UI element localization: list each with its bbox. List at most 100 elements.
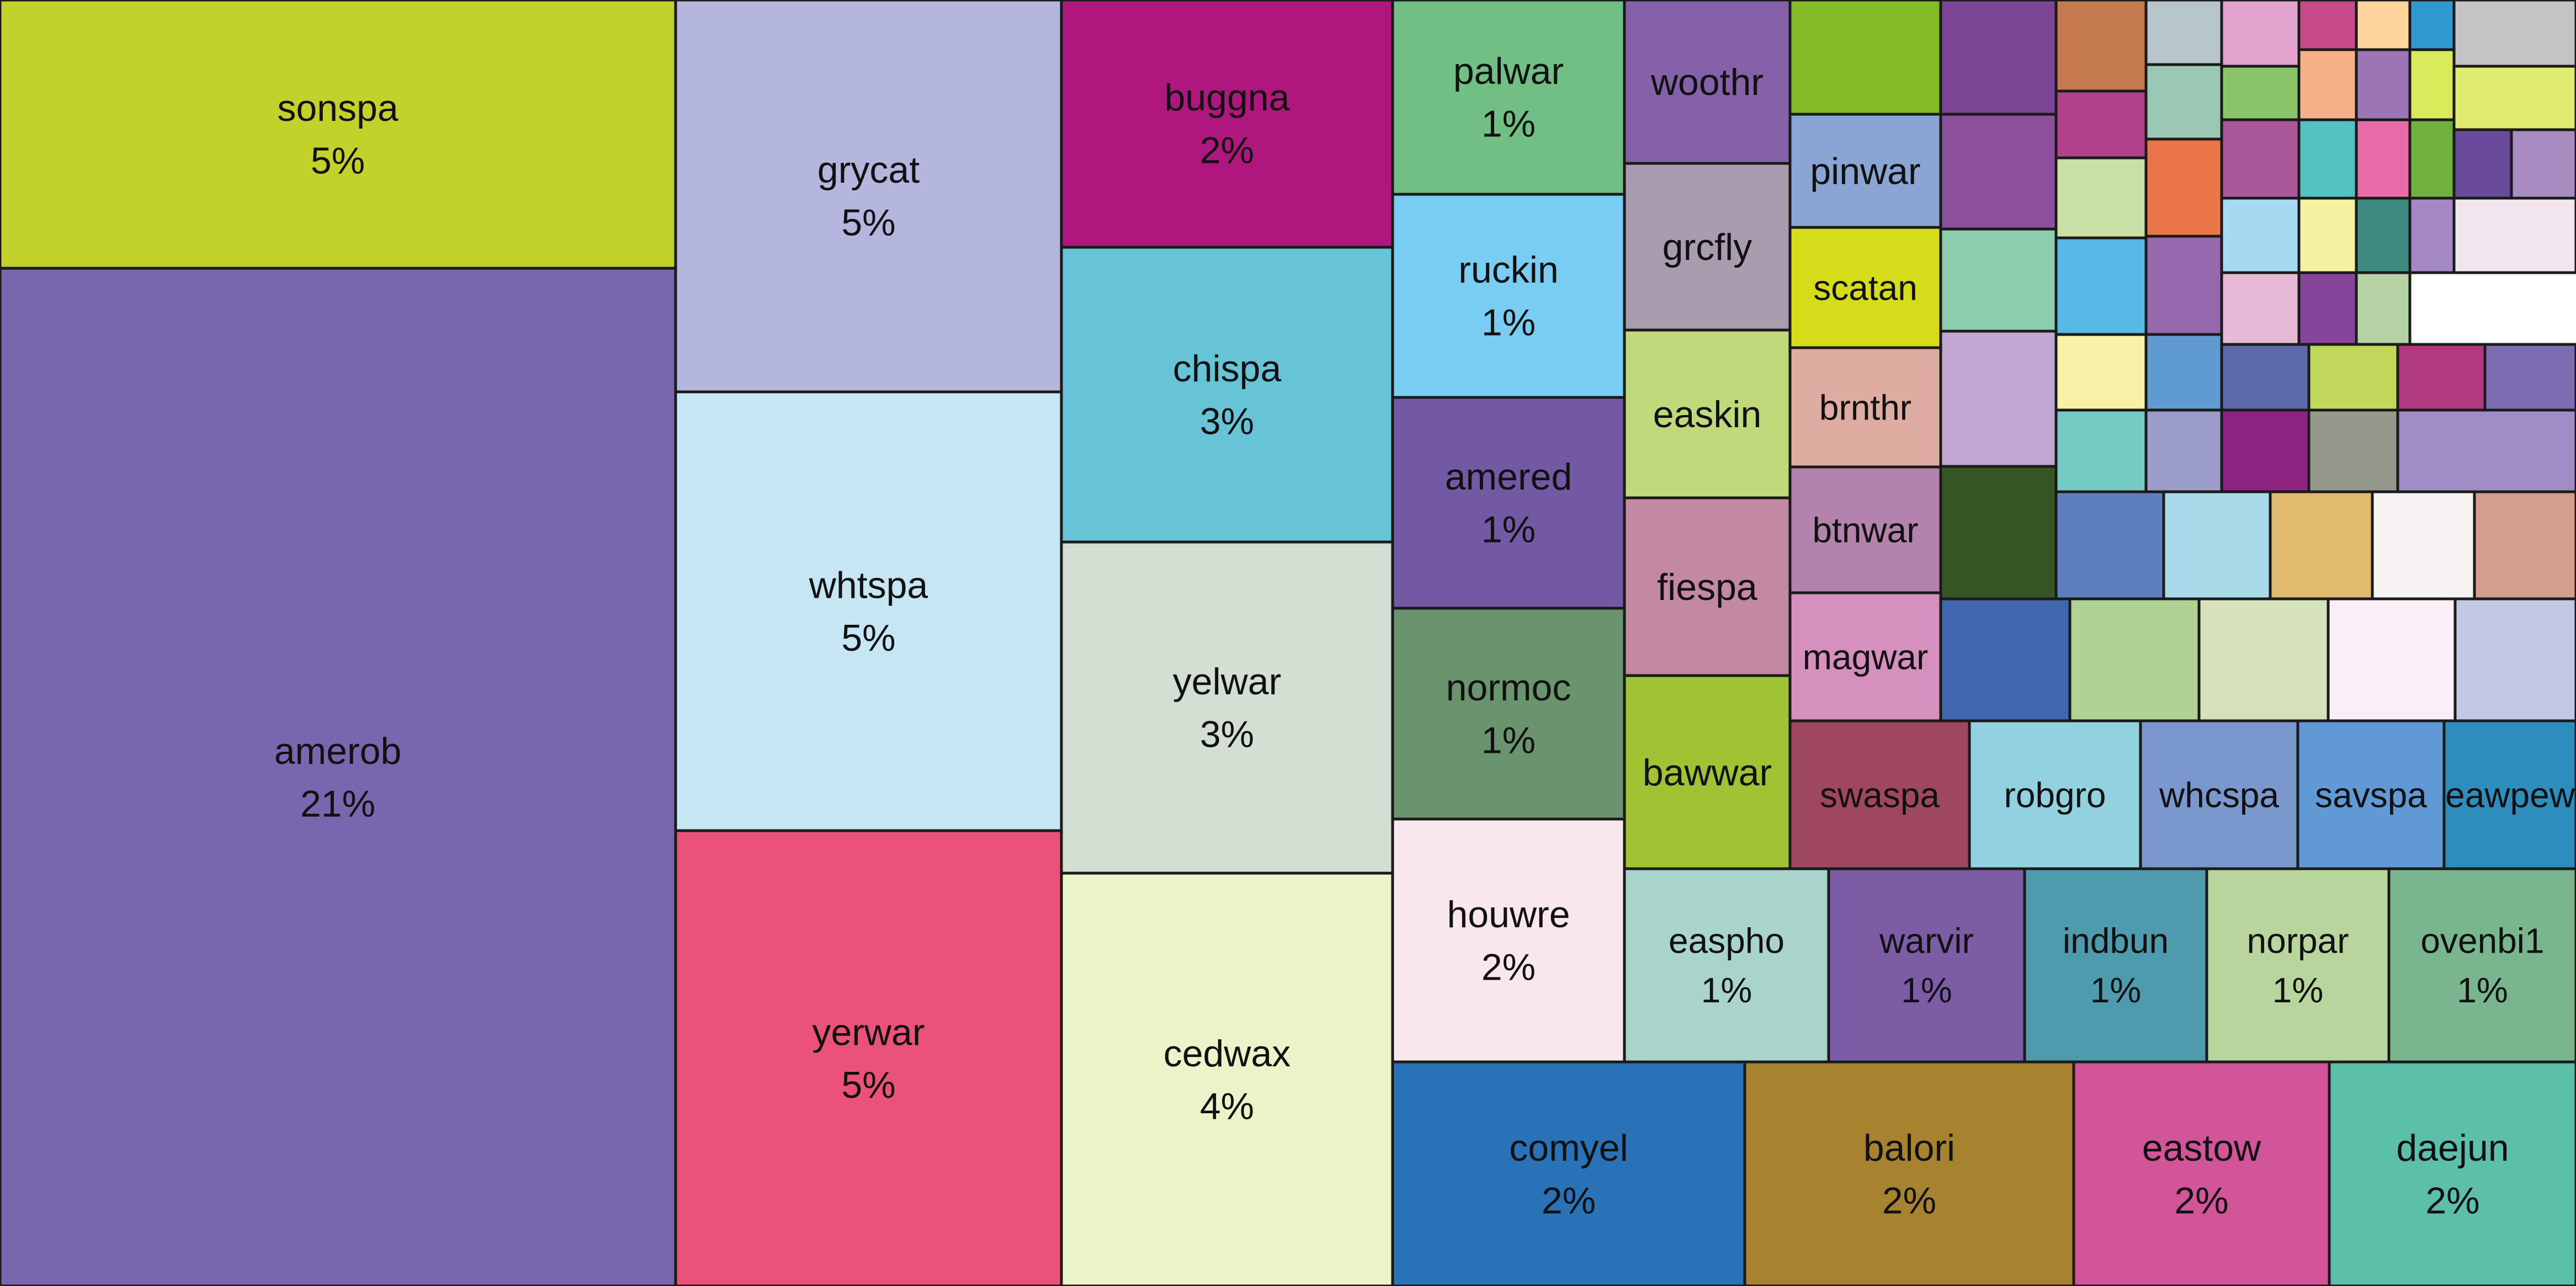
treemap-cell-unlabeled [2452,196,2576,274]
treemap-cell-unlabeled [2452,128,2513,200]
treemap-cell-unlabeled [2162,490,2272,601]
treemap-cell-unlabeled [1939,330,2058,468]
treemap-cell-robgro [1968,719,2142,870]
treemap-cell-buggna [1060,0,1394,249]
treemap-cell-label: ruckin [1458,249,1558,291]
treemap-cell-unlabeled [2054,408,2148,493]
treemap-cell-unlabeled [2054,490,2165,601]
treemap-cell-unlabeled [2054,156,2148,240]
treemap-cell-whtspa [674,390,1063,832]
treemap-cell-percent: 1% [1481,103,1536,145]
treemap-cell-percent: 1% [1481,301,1536,343]
treemap-cell-unlabeled [2297,118,2358,200]
treemap-cell-unlabeled [1939,465,2058,601]
treemap-cell-unlabeled [2297,0,2358,51]
treemap-cell-unlabeled [2054,0,2148,93]
treemap-cell-indbun [2023,867,2208,1064]
treemap-cell-unlabeled [2473,490,2576,601]
treemap-cell-unlabeled [2408,0,2456,51]
treemap-cell-unlabeled [1788,0,1942,116]
treemap-cell-unlabeled [2220,65,2301,121]
treemap-cell-daejun [2328,1060,2576,1286]
treemap-cell-unlabeled [2452,65,2576,131]
treemap-cell-label: indbun [2063,921,2169,961]
treemap-cell-eastow [2072,1060,2331,1286]
treemap-cell-unlabeled [2408,48,2456,121]
treemap-cell-label: robgro [2004,775,2106,815]
treemap-cell-unlabeled [2355,48,2412,121]
treemap-cell-label: yerwar [812,1012,925,1054]
treemap-cell-label: sonspa [277,87,398,129]
treemap-cell-percent: 2% [1200,129,1254,171]
treemap-cell-label: normoc [1446,667,1571,709]
treemap-cell-ovenbi1 [2387,867,2576,1064]
treemap-cell-unlabeled [2355,271,2412,346]
treemap-cell-label: cedwax [1164,1033,1291,1075]
treemap-cell-percent: 4% [1200,1085,1254,1127]
treemap-cell-cedwax [1060,871,1394,1286]
treemap-cell-label: eawpew [2445,775,2575,815]
treemap-cell-easpho [1623,867,1830,1064]
treemap-cell-label: scatan [1813,268,1918,307]
treemap-cell-unlabeled [1939,227,2058,333]
treemap-cell-percent: 21% [300,783,375,825]
treemap-cell-label: comyel [1509,1127,1628,1169]
treemap-cell-label: btnwar [1812,510,1918,550]
treemap-cell-label: buggna [1165,77,1290,119]
treemap-cell-label: ovenbi1 [2420,921,2544,961]
treemap-cell-ruckin [1391,193,1626,399]
treemap-cell-unlabeled [2144,0,2233,66]
treemap-cell-percent: 1% [1701,970,1752,1010]
treemap-cell-label: savspa [2315,775,2427,815]
treemap-cell-label: brnthr [1819,387,1911,427]
treemap-cell-label: yelwar [1173,661,1282,703]
treemap-cell-unlabeled [2220,196,2301,274]
treemap-cell-unlabeled [2396,408,2576,493]
treemap-cell-percent: 5% [841,1064,895,1106]
treemap-cell-unlabeled [1939,113,2058,231]
treemap-cell-unlabeled [2220,118,2301,200]
treemap-cell-label: whtspa [809,565,928,607]
treemap-cell-unlabeled [2307,343,2399,412]
treemap-cell-btnwar [1788,465,1942,594]
treemap-cell-unlabeled [2327,597,2457,722]
treemap-cell-unlabeled [2297,196,2358,274]
treemap-cell-label: eastow [2142,1127,2261,1169]
treemap-cell-label: norpar [2247,921,2349,961]
treemap-cell-percent: 5% [311,140,365,182]
treemap-cell-unlabeled [2054,89,2148,160]
treemap-cell-unlabeled [2408,196,2456,274]
treemap-cell-percent: 1% [2090,970,2142,1010]
treemap-cell-percent: 1% [2457,970,2508,1010]
treemap-cell-warvir [1827,867,2026,1064]
treemap-cell-unlabeled [2220,271,2301,346]
treemap-cell-unlabeled [2452,0,2576,68]
treemap-cell-yelwar [1060,540,1394,875]
treemap-cell-grcfly [1623,162,1792,332]
treemap-cell-unlabeled [2269,490,2374,601]
treemap-cell-unlabeled [1939,597,2072,722]
treemap-cell-unlabeled [2297,48,2358,121]
treemap-cell-unlabeled [2144,235,2223,336]
treemap-cell-amered [1391,396,1626,610]
treemap-cell-unlabeled [2144,63,2223,141]
treemap-cell-unlabeled [2396,343,2487,412]
treemap-cell-palwar [1391,0,1626,196]
treemap-cell-whcspa [2139,719,2299,870]
treemap-cell-unlabeled [2510,128,2576,200]
treemap-cell-unlabeled [2054,236,2148,336]
treemap-cell-label: balori [1863,1127,1955,1169]
treemap-cell-label: easkin [1653,394,1762,435]
treemap-cell-unlabeled [2408,118,2456,200]
treemap-cell-unlabeled [2144,333,2223,412]
treemap-cell-label: fiespa [1657,566,1757,608]
treemap-cell-swaspa [1788,719,1971,870]
treemap-cell-label: chispa [1173,348,1282,390]
treemap-cell-label: swaspa [1820,775,1940,815]
treemap-cell-label: palwar [1453,50,1564,92]
treemap-cell-label: amerob [274,730,402,772]
treemap-cell-percent: 2% [1481,946,1536,988]
treemap-cell-unlabeled [2297,271,2358,346]
treemap-cell-unlabeled [2307,408,2399,493]
treemap-cell-balori [1743,1060,2075,1286]
